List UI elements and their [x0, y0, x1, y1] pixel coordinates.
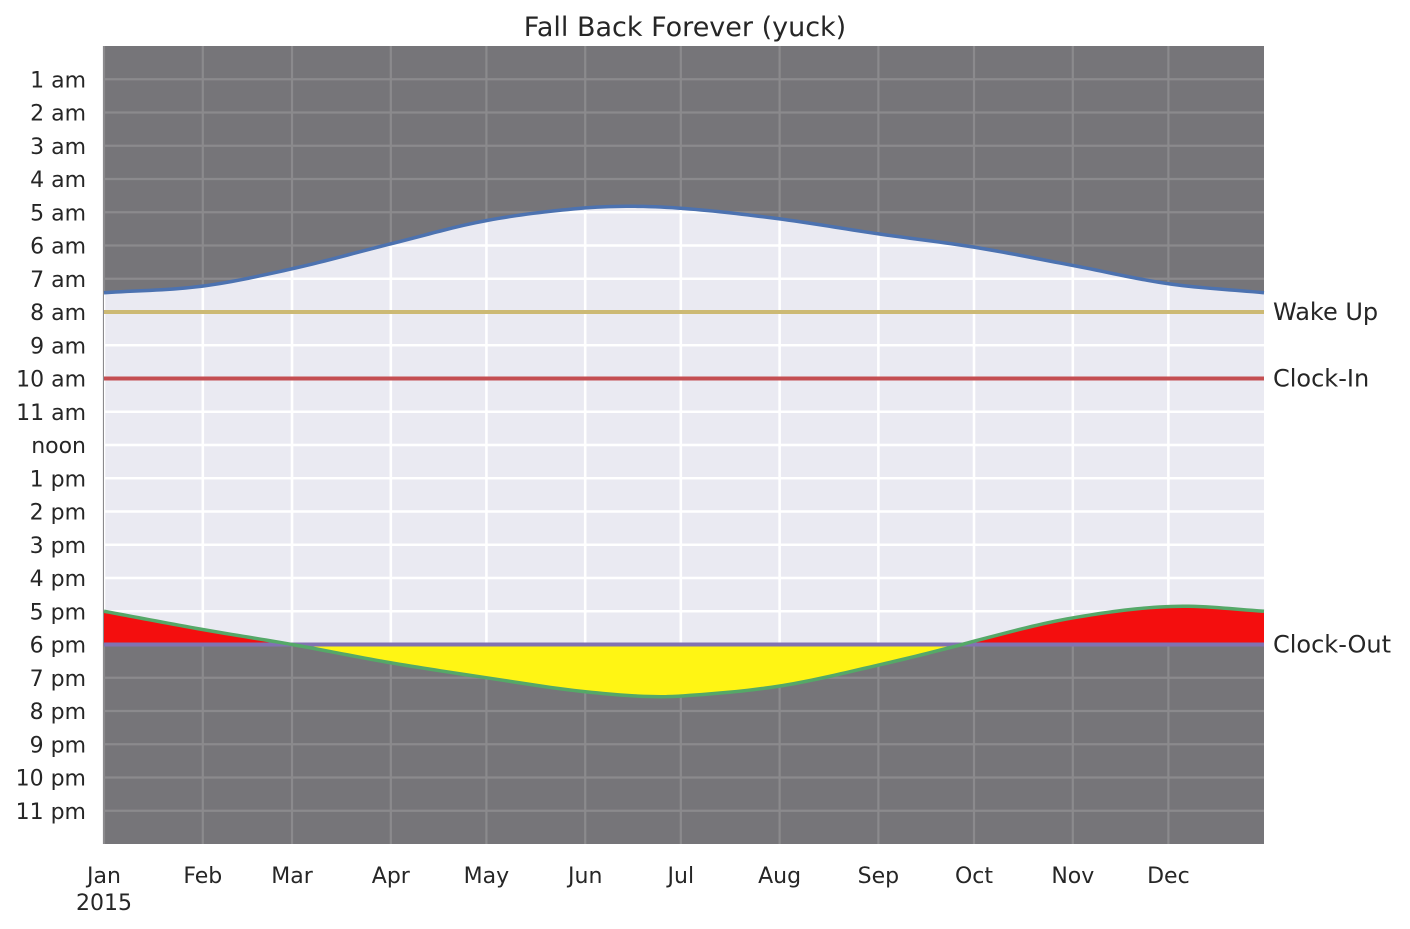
reference-line-labels: Wake Up Clock-In Clock-Out	[1273, 298, 1391, 659]
y-tick-label: 7 am	[30, 268, 86, 293]
y-tick-label: 5 pm	[30, 600, 86, 625]
y-tick-label: 9 am	[30, 334, 86, 359]
y-tick-label: 6 pm	[30, 634, 86, 659]
reference-line-label: Wake Up	[1273, 298, 1378, 326]
sunset-line	[103, 604, 1265, 699]
y-tick-label: 11 am	[16, 401, 86, 426]
light-after-work-area	[104, 644, 1264, 697]
x-tick-label: Sep	[858, 864, 899, 889]
x-tick-label: Apr	[372, 864, 411, 889]
y-tick-label: 3 pm	[30, 534, 86, 559]
x-tick-label: Feb	[183, 864, 222, 889]
y-tick-label: 4 pm	[30, 567, 86, 592]
y-tick-label: 2 pm	[30, 501, 86, 526]
y-tick-label: 7 pm	[30, 667, 86, 692]
dark-after-work-area	[104, 606, 1264, 645]
y-tick-label: 1 am	[30, 68, 86, 93]
y-tick-label: 10 pm	[16, 767, 86, 792]
y-tick-label: 1 pm	[30, 467, 86, 492]
x-tick-label: Nov	[1051, 864, 1094, 889]
y-tick-label: 5 am	[30, 201, 86, 226]
y-tick-label: 4 am	[30, 168, 86, 193]
x-tick-label: Mar	[271, 864, 313, 889]
x-tick-label: Dec	[1147, 864, 1190, 889]
y-tick-label: 8 pm	[30, 700, 86, 725]
reference-line-label: Clock-Out	[1273, 631, 1391, 659]
x-tick-label: Jan	[85, 864, 121, 889]
y-tick-label: 6 am	[30, 235, 86, 260]
x-tick-label: Jul	[666, 864, 695, 889]
y-tick-label: 3 am	[30, 135, 86, 160]
y-tick-label: 10 am	[16, 368, 86, 393]
x-tick-sublabel: 2015	[76, 891, 132, 916]
x-tick-label: Oct	[955, 864, 993, 889]
y-tick-label: 11 pm	[16, 800, 86, 825]
x-tick-label: May	[464, 864, 509, 889]
x-tick-label: Aug	[758, 864, 801, 889]
chart-title: Fall Back Forever (yuck)	[524, 12, 846, 43]
reference-line-label: Clock-In	[1273, 365, 1369, 393]
y-axis-labels: 1 am 2 am 3 am 4 am 5 am 6 am 7 am 8 am 9 am 10 a…	[16, 68, 86, 825]
sunrise-line	[103, 204, 1265, 295]
plot-area	[102, 46, 1265, 844]
y-tick-label: 9 pm	[30, 733, 86, 758]
x-tick-label: Jun	[566, 864, 602, 889]
y-tick-label: 8 am	[30, 301, 86, 326]
y-tick-label: 2 am	[30, 102, 86, 127]
y-tick-label: noon	[31, 434, 86, 459]
